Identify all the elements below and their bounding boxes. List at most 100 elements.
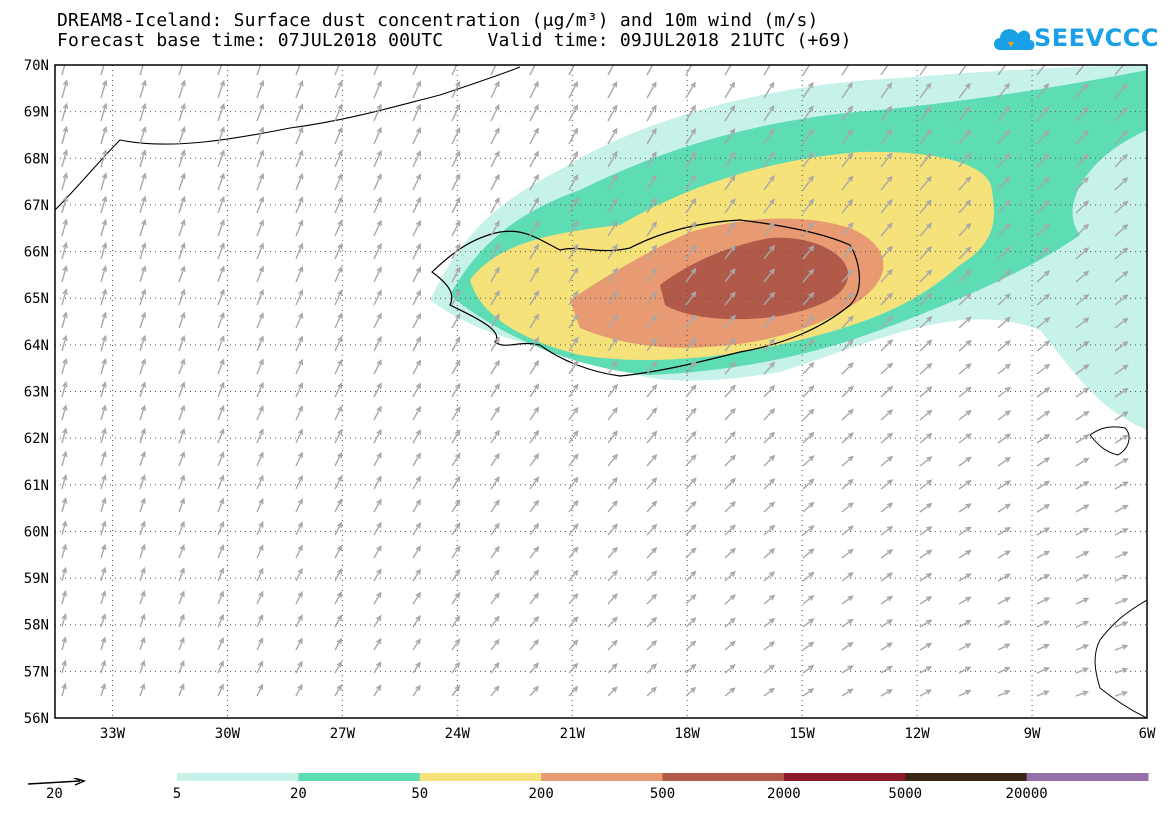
wind-arrow <box>997 550 1011 559</box>
wind-arrow <box>373 196 382 214</box>
wind-arrow <box>958 246 972 260</box>
wind-arrow <box>217 636 224 651</box>
wind-arrow <box>334 428 343 444</box>
wind-arrow <box>412 475 422 490</box>
wind-arrow <box>919 642 933 651</box>
wind-arrow <box>490 243 500 260</box>
wind-arrow <box>217 567 225 582</box>
wind-arrow <box>334 80 343 99</box>
wind-arrow <box>100 334 107 352</box>
wind-arrow <box>997 199 1011 214</box>
wind-arrow <box>373 359 382 375</box>
wind-arrow <box>763 547 776 559</box>
wind-arrow <box>256 428 264 444</box>
wind-arrow <box>139 520 146 536</box>
wind-arrow <box>529 452 540 467</box>
wind-arrow <box>1075 176 1089 191</box>
wind-arrow <box>139 172 147 191</box>
wind-arrow <box>139 242 147 260</box>
wind-arrow <box>1075 574 1090 582</box>
wind-arrow <box>61 450 68 467</box>
wind-arrow <box>724 407 736 421</box>
wind-arrow <box>100 404 107 421</box>
wind-arrow <box>607 616 618 628</box>
wind-arrow <box>802 385 815 398</box>
wind-arrow <box>412 243 421 260</box>
wind-arrow <box>685 663 697 674</box>
wind-arrow <box>256 79 265 99</box>
wind-arrow <box>490 592 500 605</box>
wind-arrow <box>490 173 500 191</box>
colorbar-label: 20000 <box>1005 786 1048 802</box>
wind-arrow <box>646 593 658 605</box>
wind-arrow <box>763 65 771 76</box>
wind-arrow <box>841 688 854 697</box>
wind-arrow <box>178 683 185 697</box>
wind-arrow <box>61 613 67 628</box>
wind-arrow <box>490 103 500 122</box>
wind-arrow <box>1075 527 1090 536</box>
wind-arrow <box>685 360 697 375</box>
colorbar-label: 200 <box>528 786 554 802</box>
wind-arrow <box>1114 621 1129 628</box>
wind-vectors <box>61 65 1129 697</box>
wind-arrow <box>1036 457 1051 467</box>
wind-arrow <box>490 196 500 214</box>
wind-arrow <box>61 381 68 398</box>
wind-arrow <box>373 312 382 329</box>
wind-arrow <box>61 589 68 605</box>
wind-arrow <box>61 218 68 237</box>
wind-arrow <box>373 126 382 145</box>
wind-arrow <box>1036 387 1051 398</box>
wind-arrow <box>139 65 144 76</box>
wind-arrow <box>958 526 972 536</box>
wind-arrow <box>880 688 893 697</box>
wind-arrow <box>139 636 146 651</box>
wind-arrow <box>763 501 776 513</box>
wind-arrow <box>1036 340 1051 352</box>
wind-arrow <box>1036 176 1050 191</box>
wind-arrow <box>802 408 815 421</box>
lat-tick-label: 60N <box>24 524 49 540</box>
wind-arrow <box>217 520 225 536</box>
wind-arrow <box>490 382 500 398</box>
wind-arrow <box>1036 65 1048 76</box>
wind-arrow <box>763 338 776 352</box>
wind-arrow <box>1114 270 1129 283</box>
wind-arrow <box>490 545 500 559</box>
wind-arrow <box>217 172 225 191</box>
wind-arrow <box>295 381 304 398</box>
wind-arrow <box>256 590 264 605</box>
wind-arrow <box>100 473 107 490</box>
wind-arrow <box>763 641 776 651</box>
lon-tick-label: 27W <box>330 726 356 742</box>
wind-arrow <box>217 474 225 490</box>
wind-arrow <box>841 432 854 444</box>
wind-arrow <box>568 662 579 674</box>
wind-arrow <box>646 220 657 237</box>
wind-arrow <box>646 65 654 76</box>
wind-arrow <box>1036 480 1051 490</box>
wind-arrow <box>217 288 225 306</box>
wind-arrow <box>880 595 894 605</box>
wind-arrow <box>607 593 618 605</box>
wind-arrow <box>607 546 618 559</box>
wind-arrow <box>880 409 894 421</box>
wind-arrow <box>997 65 1009 76</box>
wind-arrow <box>1114 177 1129 191</box>
wind-arrow <box>568 150 579 168</box>
wind-arrow <box>880 572 894 582</box>
wind-arrow <box>61 65 66 76</box>
wind-arrow <box>841 641 854 651</box>
wind-arrow <box>607 476 618 490</box>
wind-arrow <box>1036 643 1050 651</box>
wind-arrow <box>1075 153 1089 168</box>
wind-arrow <box>61 427 68 444</box>
wind-arrow <box>607 569 618 582</box>
wind-arrow <box>685 593 697 605</box>
lat-tick-label: 64N <box>24 338 49 354</box>
wind-arrow <box>841 455 854 467</box>
wind-arrow <box>763 244 775 260</box>
wind-arrow <box>568 174 579 191</box>
wind-arrow <box>295 614 303 628</box>
